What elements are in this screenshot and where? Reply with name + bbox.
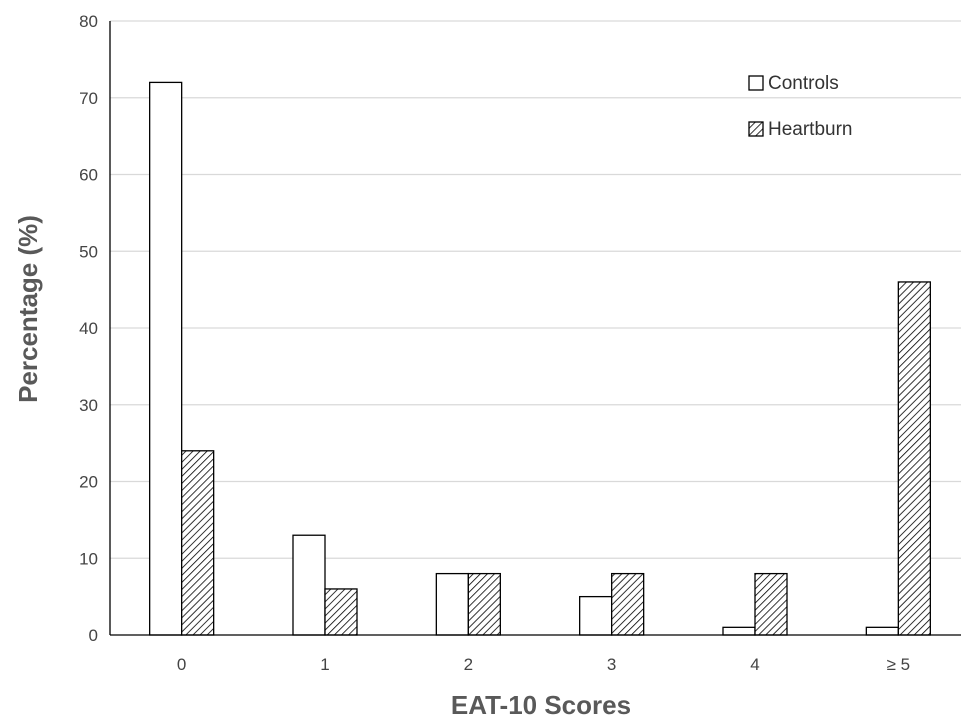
x-tick-label: ≥ 5: [887, 655, 911, 674]
x-tick-labels: 0 1 2 3 4 ≥ 5: [177, 655, 910, 674]
bar-heartburn-3: [611, 572, 645, 636]
y-tick-label: 40: [79, 319, 98, 338]
legend-label-heartburn: Heartburn: [768, 119, 853, 140]
axes: [109, 21, 961, 636]
x-tick-label: 3: [607, 655, 616, 674]
legend-swatch-controls: [748, 75, 764, 91]
y-tick-label: 80: [79, 12, 98, 31]
bar-heartburn-5: [897, 281, 931, 636]
x-tick-label: 1: [320, 655, 329, 674]
legend-swatch-heartburn: [748, 121, 764, 137]
bar-heartburn-1: [324, 588, 358, 636]
y-tick-label: 60: [79, 166, 98, 185]
bar-heartburn-4: [754, 572, 788, 636]
y-tick-label: 50: [79, 242, 98, 261]
y-tick-label: 0: [89, 626, 98, 645]
x-axis-title: EAT-10 Scores: [451, 690, 631, 720]
gridlines: [110, 20, 961, 559]
x-tick-label: 4: [750, 655, 759, 674]
legend: Controls Heartburn: [748, 73, 853, 140]
bar-controls-1: [292, 534, 326, 636]
y-tick-label: 70: [79, 89, 98, 108]
bar-controls-0: [149, 81, 183, 636]
y-axis-title: Percentage (%): [13, 215, 43, 403]
y-tick-label: 10: [79, 549, 98, 568]
y-tick-labels: 0 10 20 30 40 50 60 70 80: [79, 12, 98, 645]
legend-label-controls: Controls: [768, 73, 839, 94]
bar-controls-3: [579, 595, 613, 636]
y-tick-label: 20: [79, 473, 98, 492]
bar-controls-2: [435, 572, 469, 636]
bar-heartburn-2: [467, 572, 501, 636]
bar-heartburn-0: [181, 450, 215, 636]
bar-controls-4: [722, 626, 756, 636]
x-tick-label: 2: [464, 655, 473, 674]
x-tick-label: 0: [177, 655, 186, 674]
bars: [149, 81, 931, 636]
bar-controls-5: [865, 626, 899, 636]
y-tick-label: 30: [79, 396, 98, 415]
